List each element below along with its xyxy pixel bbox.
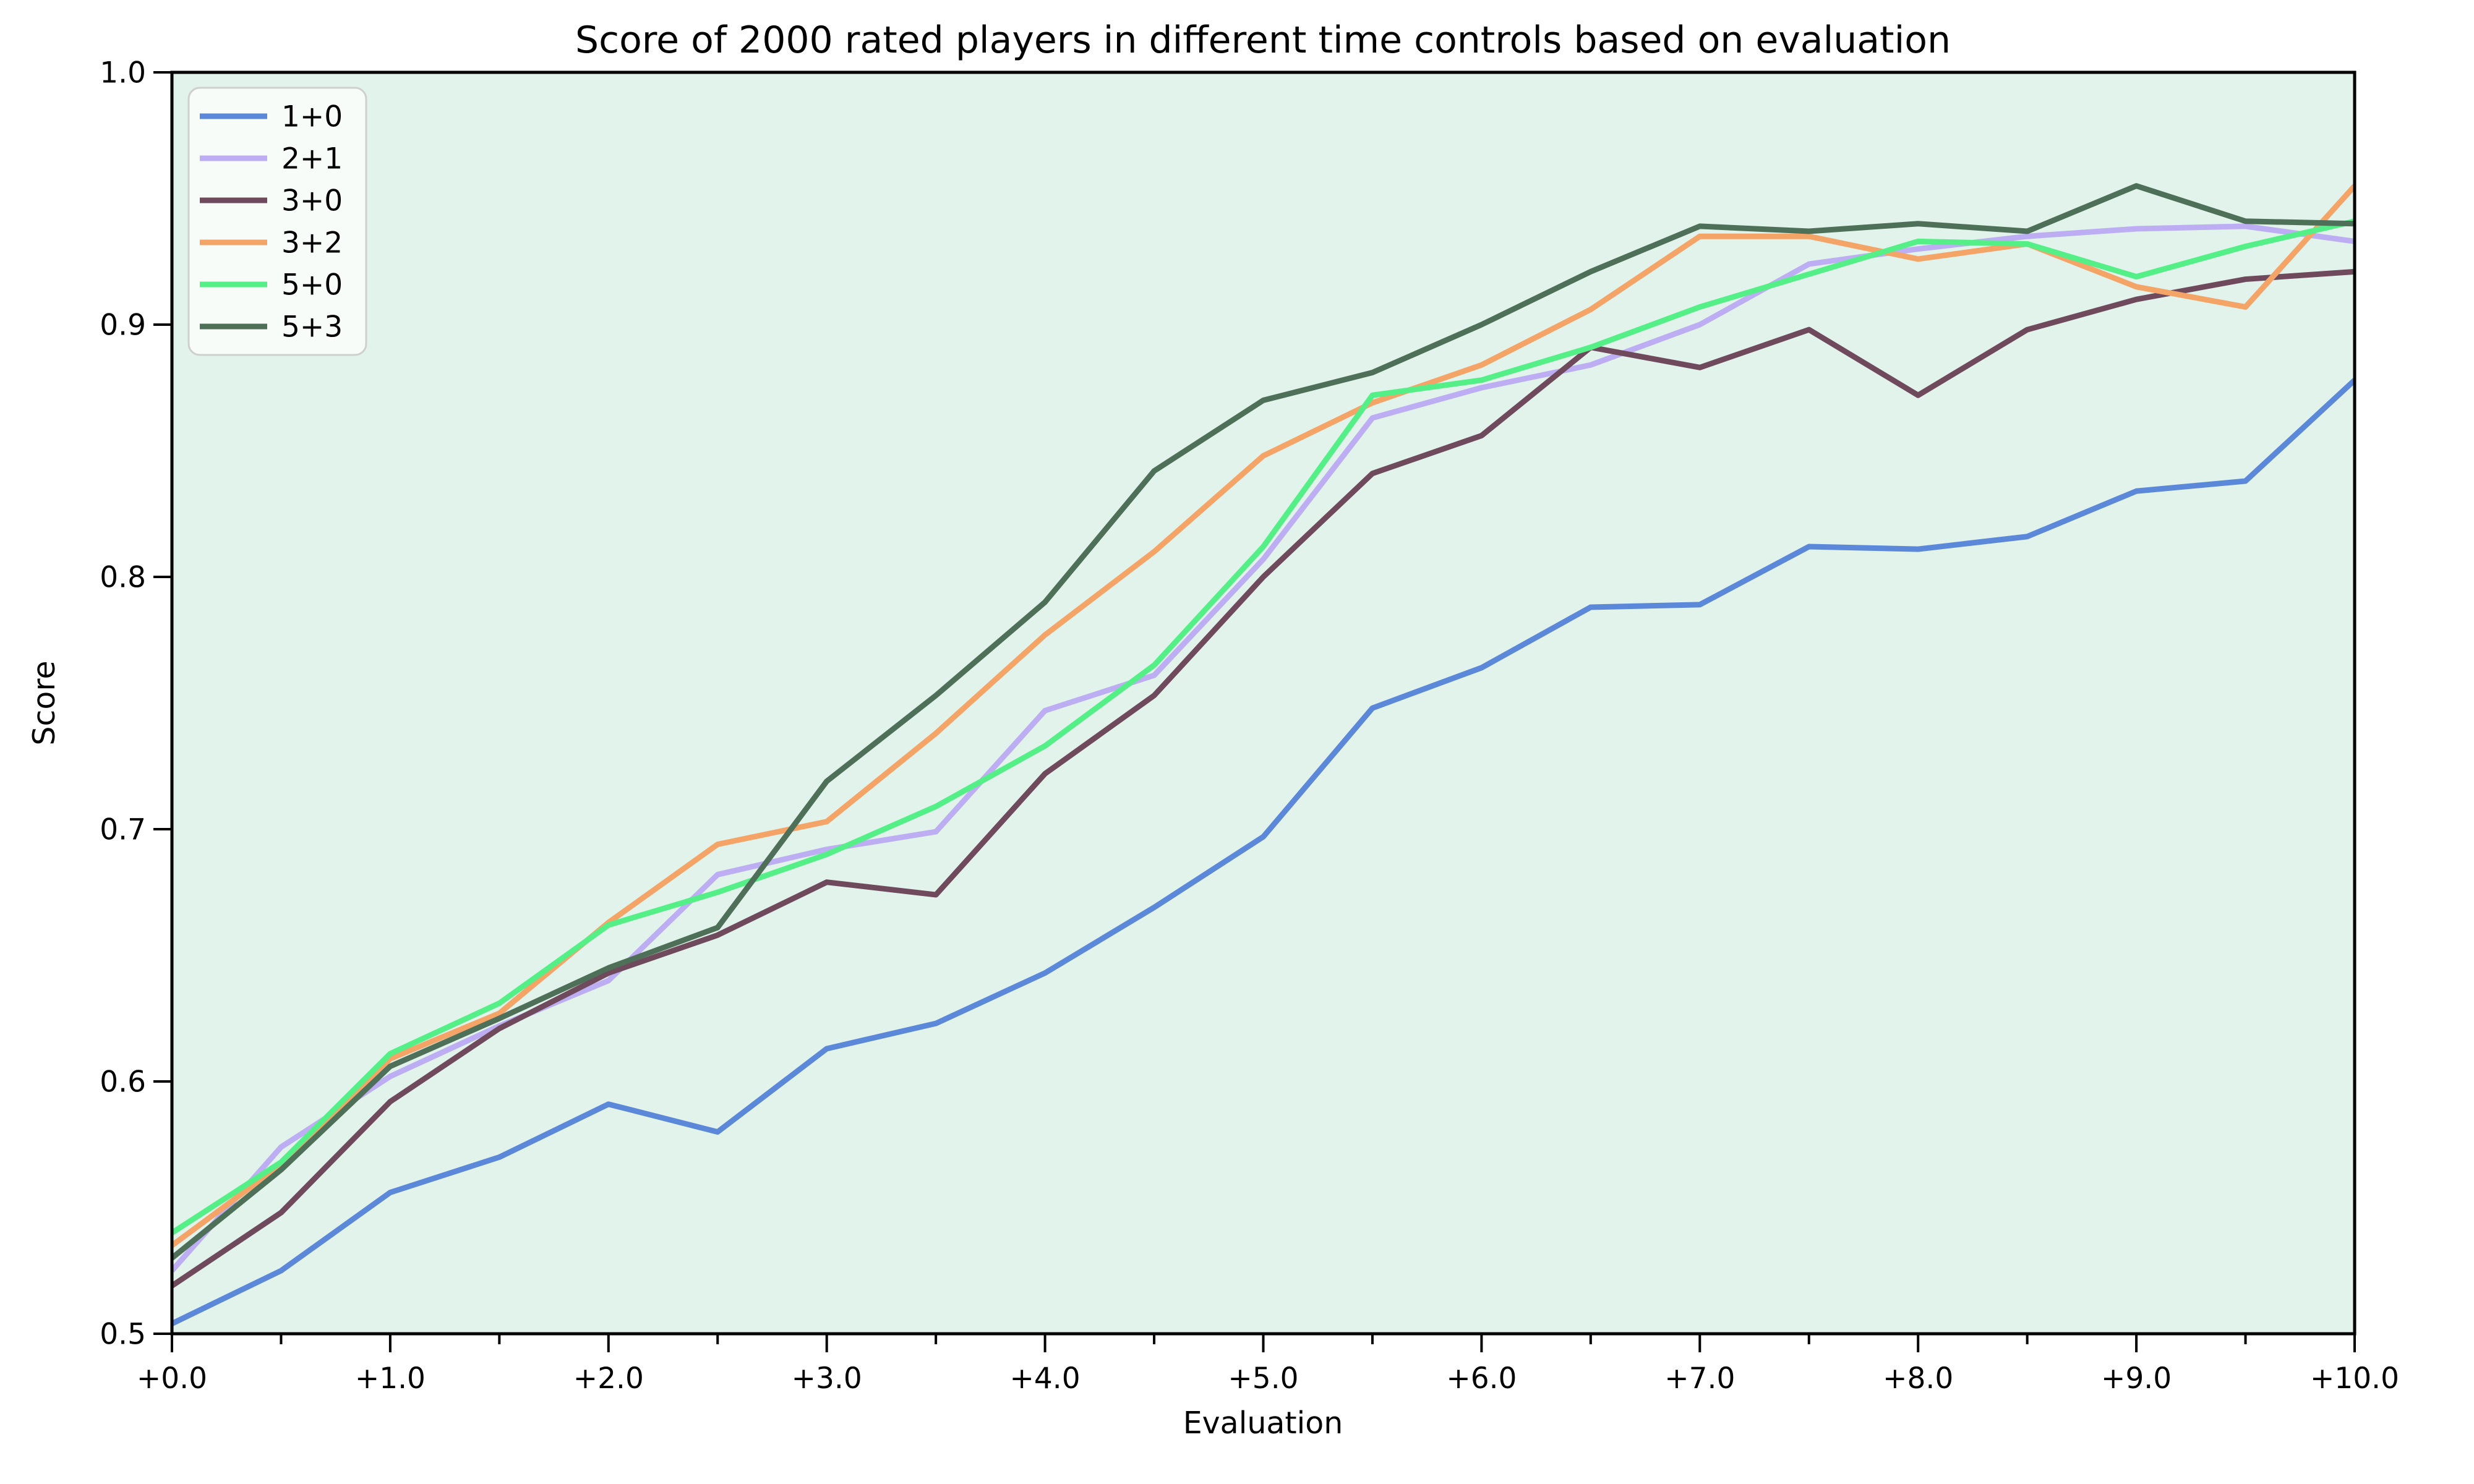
x-tick-label: +10.0 bbox=[2310, 1362, 2399, 1396]
series-line-5+3 bbox=[172, 183, 2355, 1261]
y-tick-label: 1.0 bbox=[100, 56, 146, 90]
legend-item-3+2: 3+2 bbox=[200, 226, 343, 260]
y-tick-label: 0.8 bbox=[100, 560, 146, 594]
series-line-3+0 bbox=[172, 268, 2355, 1289]
x-tick-label: +6.0 bbox=[1446, 1362, 1517, 1396]
legend-label: 2+1 bbox=[281, 142, 343, 176]
x-tick-label: +3.0 bbox=[792, 1362, 862, 1396]
x-axis-label: Evaluation bbox=[1183, 1405, 1343, 1441]
legend-label: 3+0 bbox=[281, 184, 343, 218]
x-tick-label: +2.0 bbox=[573, 1362, 644, 1396]
y-axis-label: Score bbox=[27, 660, 62, 745]
x-tick-label: +0.0 bbox=[137, 1362, 207, 1396]
legend-label: 3+2 bbox=[281, 226, 343, 260]
plot-area bbox=[172, 72, 2355, 1334]
legend: 1+0 2+1 3+0 3+2 5+0 5+3 bbox=[187, 87, 367, 356]
x-tick-label: +7.0 bbox=[1664, 1362, 1735, 1396]
y-tick-label: 0.6 bbox=[100, 1065, 146, 1099]
x-tick-label: +8.0 bbox=[1883, 1362, 1953, 1396]
series-line-1+0 bbox=[172, 378, 2355, 1326]
legend-label: 5+3 bbox=[281, 310, 343, 344]
x-tick-label: +4.0 bbox=[1010, 1362, 1081, 1396]
x-tick-label: +5.0 bbox=[1228, 1362, 1298, 1396]
y-tick-label: 0.9 bbox=[100, 308, 146, 342]
x-tick-label: +1.0 bbox=[355, 1362, 426, 1396]
x-tick-label: +9.0 bbox=[2101, 1362, 2172, 1396]
legend-box bbox=[187, 87, 367, 356]
series-line-5+0 bbox=[172, 218, 2355, 1235]
chart-title: Score of 2000 rated players in different… bbox=[575, 19, 1951, 62]
legend-item-5+0: 5+0 bbox=[200, 268, 343, 302]
legend-label: 5+0 bbox=[281, 268, 343, 302]
legend-label: 1+0 bbox=[281, 100, 343, 134]
legend-item-5+3: 5+3 bbox=[200, 310, 343, 344]
y-tick-label: 0.5 bbox=[100, 1317, 146, 1351]
axis-ticks: +0.0 +1.0 +2.0 +3.0 +4.0 +5.0 +6.0 +7.0 +8.0 +9.0… bbox=[100, 56, 2399, 1396]
series-lines bbox=[172, 183, 2355, 1326]
y-tick-label: 0.7 bbox=[100, 812, 146, 846]
legend-item-3+0: 3+0 bbox=[200, 184, 343, 218]
series-line-3+2 bbox=[172, 184, 2355, 1248]
legend-item-2+1: 2+1 bbox=[200, 142, 343, 176]
legend-item-1+0: 1+0 bbox=[200, 100, 343, 134]
